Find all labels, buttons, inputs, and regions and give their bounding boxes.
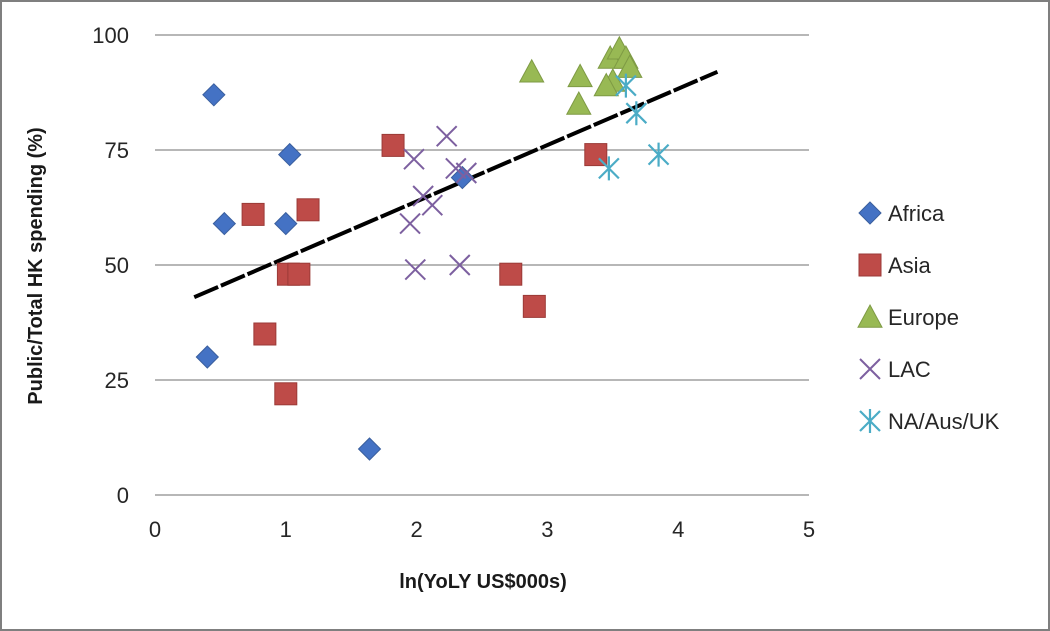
data-point: [449, 254, 471, 276]
legend-marker: [857, 303, 883, 328]
legend-item: NA/Aus/UK: [859, 409, 1000, 434]
legend-label: Europe: [888, 305, 959, 330]
legend-marker: [858, 201, 882, 225]
legend-label: NA/Aus/UK: [888, 409, 1000, 434]
series-na-aus-uk: [598, 73, 670, 181]
data-points: [195, 35, 670, 461]
legend-label: Africa: [888, 201, 945, 226]
x-tick-label: 1: [280, 517, 292, 542]
y-axis-title: Public/Total HK spending (%): [25, 127, 47, 404]
y-tick-label: 25: [105, 368, 129, 393]
data-point: [202, 83, 226, 107]
legend-label: Asia: [888, 253, 932, 278]
y-tick-label: 100: [92, 23, 129, 48]
data-point: [593, 72, 620, 97]
series-asia: [241, 133, 608, 406]
data-point: [212, 211, 237, 236]
data-point: [435, 125, 458, 147]
y-tick-label: 75: [105, 138, 129, 163]
trendline: [193, 69, 719, 300]
x-tick-label: 4: [672, 517, 684, 542]
data-point: [421, 194, 444, 216]
data-point: [625, 101, 648, 126]
legend-item: Europe: [857, 303, 959, 330]
x-axis-title: ln(YoLY US$000s): [399, 571, 566, 593]
data-point: [445, 157, 467, 180]
series-lac: [399, 125, 478, 281]
data-point: [278, 142, 302, 167]
data-point: [274, 211, 298, 236]
legend-marker: [859, 358, 881, 380]
data-point: [296, 198, 320, 222]
series-africa: [195, 83, 475, 461]
data-point: [404, 258, 426, 281]
legend: Africa Asia Europe LAC NA/Aus/UK: [857, 201, 1000, 434]
legend-label: LAC: [888, 357, 931, 382]
data-point: [518, 58, 545, 83]
trendline-segment: [193, 69, 719, 300]
data-point: [403, 148, 425, 170]
data-point: [357, 437, 382, 461]
data-point: [195, 345, 220, 369]
series-europe: [518, 35, 643, 115]
data-point: [499, 262, 523, 286]
data-point: [399, 212, 421, 235]
data-point: [565, 90, 592, 115]
legend-marker: [859, 409, 881, 433]
legend-item: Asia: [858, 253, 932, 278]
data-point: [616, 54, 643, 78]
data-point: [455, 162, 478, 184]
legend-marker: [858, 253, 882, 277]
data-point: [647, 142, 670, 167]
data-point: [241, 202, 265, 226]
x-tick-label: 0: [149, 517, 161, 542]
y-tick-label: 0: [117, 483, 129, 508]
legend-item: Africa: [858, 201, 945, 226]
data-point: [567, 63, 593, 88]
data-point: [381, 133, 405, 157]
data-point: [274, 382, 298, 406]
data-point: [522, 294, 546, 318]
x-tick-label: 2: [410, 517, 422, 542]
x-tick-labels: 0 1 2 3 4 5: [149, 517, 815, 542]
gridlines: [155, 34, 809, 496]
data-point: [253, 322, 277, 346]
data-point: [598, 156, 620, 181]
data-point: [615, 73, 637, 98]
x-tick-label: 3: [541, 517, 553, 542]
y-tick-label: 50: [105, 253, 129, 278]
legend-item: LAC: [859, 357, 931, 382]
x-tick-label: 5: [803, 517, 815, 542]
data-point: [287, 262, 311, 286]
y-tick-labels: 0 25 50 75 100: [92, 23, 129, 508]
